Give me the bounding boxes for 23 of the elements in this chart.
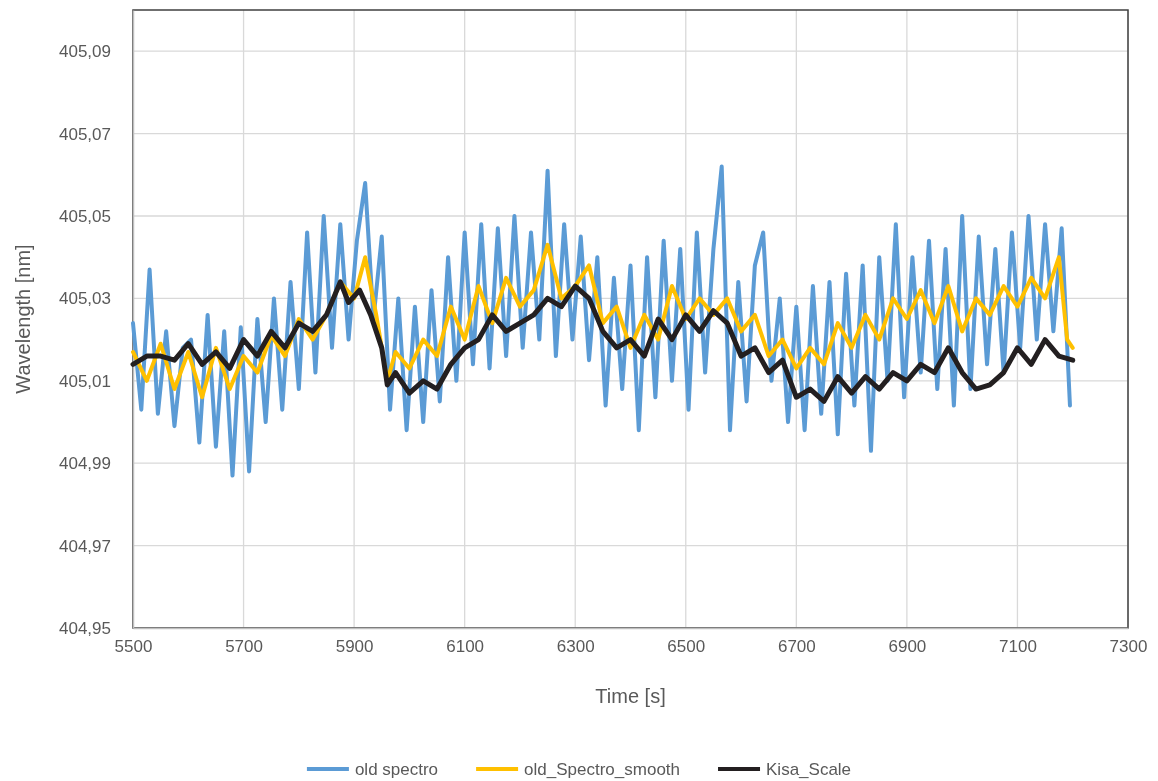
x-tick-label: 5700	[225, 637, 263, 657]
x-tick-label: 7300	[1109, 637, 1148, 657]
y-tick-label: 404,95	[59, 618, 111, 638]
x-axis-title: Time [s]	[595, 685, 666, 707]
x-tick-label: 6700	[777, 637, 816, 657]
y-axis-title: Wavelength [nm]	[12, 244, 34, 394]
x-tick-label: 6100	[446, 637, 485, 657]
y-tick-label: 404,97	[59, 536, 111, 556]
legend-label: Kisa_Scale	[766, 760, 852, 779]
x-tick-label: 7100	[999, 637, 1037, 657]
x-tick-label: 6500	[667, 637, 706, 657]
x-tick-label: 5900	[335, 637, 374, 657]
x-tick-label: 5500	[114, 637, 153, 657]
y-tick-label: 405,03	[59, 289, 111, 309]
y-tick-label: 405,09	[59, 42, 111, 62]
y-tick-label: 405,01	[59, 371, 111, 391]
legend-label: old_Spectro_smooth	[524, 760, 681, 779]
x-tick-label: 6300	[556, 637, 595, 657]
y-tick-label: 405,05	[59, 206, 111, 226]
x-tick-label: 6900	[888, 637, 927, 657]
legend-label: old spectro	[354, 760, 439, 779]
y-tick-label: 405,07	[59, 124, 111, 144]
y-tick-label: 404,99	[59, 454, 111, 474]
